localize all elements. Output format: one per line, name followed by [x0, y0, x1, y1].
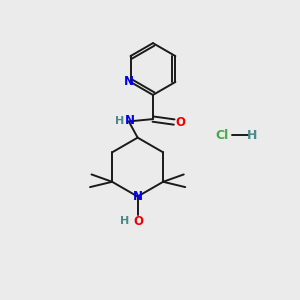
Text: N: N [133, 190, 142, 203]
Text: N: N [124, 76, 134, 88]
Text: O: O [133, 215, 143, 228]
Text: N: N [125, 114, 135, 127]
Text: Cl: Cl [216, 129, 229, 142]
Text: O: O [176, 116, 186, 128]
Text: H: H [246, 129, 257, 142]
Text: H: H [115, 116, 124, 126]
Text: H: H [120, 216, 129, 226]
